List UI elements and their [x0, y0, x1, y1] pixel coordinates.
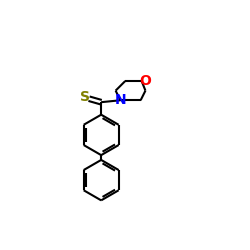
Text: N: N [114, 93, 126, 107]
Text: O: O [139, 74, 151, 88]
Text: S: S [80, 90, 90, 104]
